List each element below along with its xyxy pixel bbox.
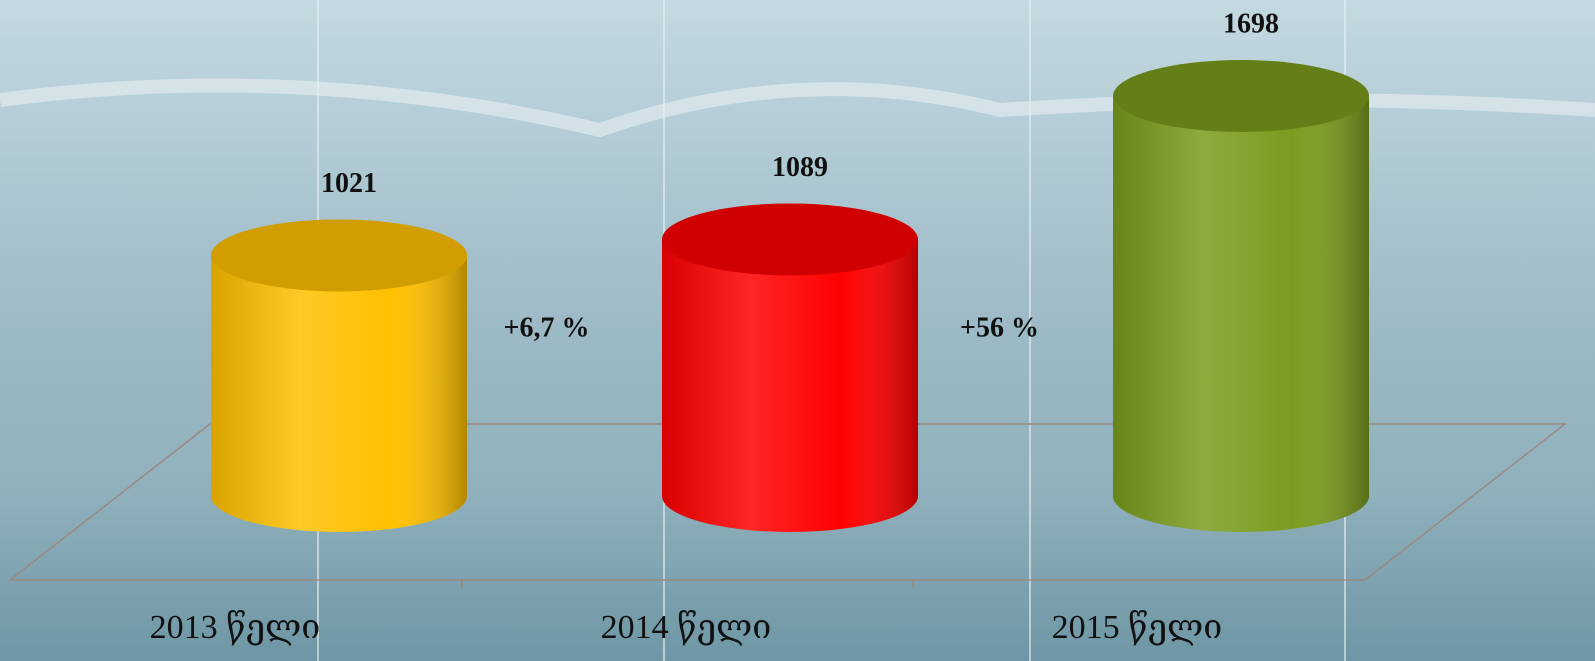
cylinder-shading (1113, 96, 1369, 532)
cylinder-shading (211, 255, 467, 532)
cylinder-top-shade (211, 219, 467, 291)
cylinder-top-shade (1113, 60, 1369, 132)
annotation: +6,7 % (504, 312, 590, 343)
x-tick-label: 2015 წელი (1052, 609, 1223, 646)
cylinder-shading (662, 239, 918, 532)
annotation: +56 % (960, 312, 1039, 343)
chart: 1021 2013 წელი 1089 2014 წელი 1698 2015 წელი +… (0, 0, 1595, 661)
x-tick-label: 2013 წელი (150, 609, 321, 646)
value-label: 1089 (772, 152, 828, 183)
x-tick-label: 2014 წელი (601, 609, 772, 646)
cylinder-top-shade (662, 203, 918, 275)
value-label: 1698 (1223, 8, 1279, 39)
page: 1021 2013 წელი 1089 2014 წელი 1698 2015 წელი +… (0, 0, 1595, 661)
value-label: 1021 (321, 168, 377, 199)
